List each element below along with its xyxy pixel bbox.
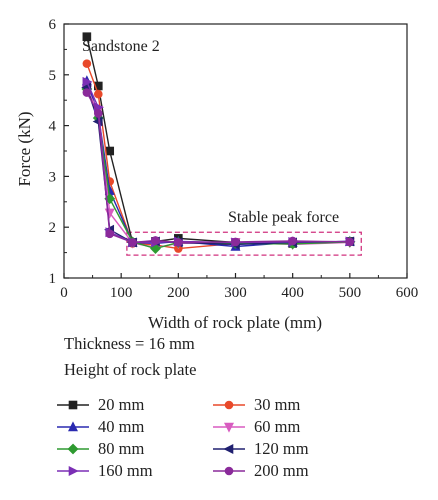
legend-item: 80 mm: [56, 438, 144, 460]
force-width-chart: 0 100 200 300 400 500 600 1 2 3 4 5 6 Sandstone 2 St…: [15, 17, 419, 332]
legend-label: 60 mm: [254, 417, 301, 436]
legend-item: 160 mm: [56, 460, 153, 482]
legend-marker: [223, 444, 234, 454]
data-point: [82, 59, 92, 68]
legend-marker: [68, 466, 79, 476]
x-tick-label: 200: [167, 285, 190, 301]
legend-label: 20 mm: [98, 395, 145, 414]
data-point: [345, 237, 355, 247]
legend-item: 40 mm: [56, 416, 144, 438]
data-point: [105, 146, 115, 156]
legend-label: 40 mm: [98, 417, 145, 436]
data-point: [82, 76, 93, 87]
y-tick-label: 4: [49, 119, 57, 135]
legend-marker: [67, 443, 79, 455]
legend-item: 200 mm: [212, 460, 309, 482]
legend-swatch: [213, 466, 245, 476]
data-point: [231, 237, 240, 247]
legend-label: 120 mm: [254, 439, 309, 458]
legend-marker: [224, 422, 234, 433]
legend-label: 160 mm: [98, 461, 153, 480]
axes: 0 100 200 300 400 500 600 1 2 3 4 5 6: [49, 17, 419, 301]
series-80-mm: [81, 83, 356, 254]
y-axis-title: Force (kN): [15, 111, 34, 186]
data-point: [82, 88, 92, 97]
legend-marker: [224, 400, 234, 410]
x-tick-label: 0: [60, 285, 68, 301]
data-point: [128, 238, 137, 247]
region-annotation: Stable peak force: [228, 209, 339, 226]
y-tick-label: 6: [49, 17, 57, 33]
legend-label: 80 mm: [98, 439, 145, 458]
legend-item: 60 mm: [212, 416, 300, 438]
data-point: [174, 238, 183, 247]
x-tick-label: 100: [110, 285, 133, 301]
y-tick-label: 3: [49, 169, 57, 185]
legend-label: 30 mm: [254, 395, 301, 414]
legend-swatch: [213, 422, 245, 433]
sample-annotation: Sandstone 2: [82, 38, 160, 55]
data-point: [105, 229, 115, 239]
series-60-mm: [81, 85, 355, 254]
legend-swatch: [57, 400, 89, 410]
legend-marker: [224, 466, 234, 476]
legend-item: 120 mm: [212, 438, 309, 460]
legend-item: 30 mm: [212, 394, 300, 416]
legend-swatch: [213, 400, 245, 410]
legend-title: Height of rock plate: [64, 360, 197, 379]
x-tick-label: 600: [396, 285, 419, 301]
legend-swatch: [57, 466, 89, 476]
thickness-caption: Thickness = 16 mm: [64, 334, 195, 353]
series-layer: [81, 32, 356, 254]
x-tick-label: 300: [224, 285, 247, 301]
legend-marker: [68, 400, 78, 410]
x-tick-label: 500: [339, 285, 362, 301]
y-tick-label: 1: [49, 271, 57, 287]
x-axis-title: Width of rock plate (mm): [148, 313, 322, 332]
data-point: [151, 236, 160, 245]
data-point: [94, 109, 103, 118]
x-tick-label: 400: [281, 285, 304, 301]
legend-item: 20 mm: [56, 394, 144, 416]
y-tick-label: 2: [49, 220, 57, 236]
data-point: [288, 236, 297, 246]
y-tick-label: 5: [49, 68, 57, 84]
legend-marker: [68, 421, 78, 432]
series-200-mm: [82, 88, 355, 247]
data-point: [82, 32, 92, 42]
legend-swatch: [57, 443, 89, 455]
legend-swatch: [213, 444, 245, 454]
legend-label: 200 mm: [254, 461, 309, 480]
legend-swatch: [57, 421, 89, 432]
data-point: [94, 89, 103, 99]
